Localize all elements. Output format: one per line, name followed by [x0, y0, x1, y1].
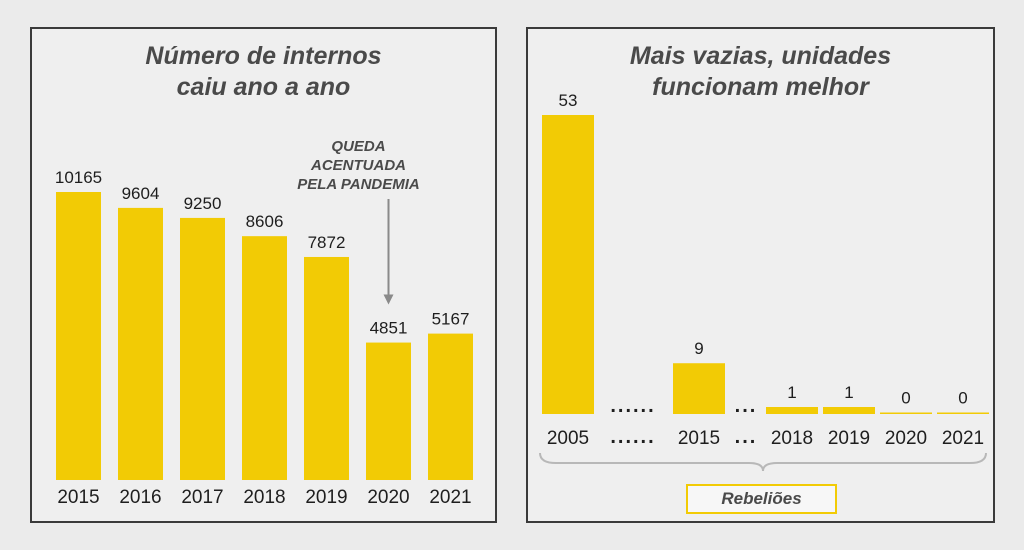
value-label-2017: 9250 [184, 194, 222, 213]
rebellions-legend-label: Rebeliões [721, 489, 802, 508]
left-chart-panel: Número de internos caiu ano a ano 10165 2… [30, 27, 497, 523]
bar-2019 [823, 407, 875, 414]
left-title-line-2: caiu ano a ano [176, 73, 351, 101]
value-label-2015: 9 [694, 339, 703, 358]
year-label-2015: 2015 [678, 428, 720, 449]
value-label-2018: 8606 [246, 212, 284, 231]
bar-2020 [880, 412, 932, 414]
left-bar-chart: 10165 2015 9604 2016 9250 2017 8606 2018 7872 201… [55, 138, 473, 508]
value-label-2019: 1 [844, 383, 853, 402]
year-label-2020: 2020 [367, 487, 409, 508]
bar-2016 [118, 207, 163, 481]
year-label-2018: 2018 [771, 428, 813, 449]
year-label-2021: 2021 [429, 487, 471, 508]
bar-2021 [428, 333, 473, 480]
year-label-2016: 2016 [119, 487, 161, 508]
value-label-2020: 0 [901, 389, 910, 408]
annotation-line-1: QUEDA [331, 138, 385, 155]
bar-2020 [366, 342, 411, 480]
right-bar-chart: 53 2005 9 2015 1 2018 1 2019 0 2020 0 2021.........… [539, 91, 989, 472]
value-label-2019: 7872 [308, 233, 346, 252]
year-label-2019: 2019 [828, 428, 870, 449]
value-label-2016: 9604 [122, 184, 160, 203]
annotation-arrow-head [383, 294, 394, 305]
bar-2019 [304, 256, 349, 480]
gap-dots-upper-2: ... [735, 395, 758, 417]
year-label-2021: 2021 [942, 428, 984, 449]
rebellions-legend-box: Rebeliões [686, 484, 837, 514]
right-title-line-1: Mais vazias, unidades [629, 42, 892, 70]
annotation-line-2: ACENTUADA [310, 157, 406, 174]
gap-dots-lower-1: ...... [610, 426, 655, 448]
annotation-line-3: PELA PANDEMIA [297, 176, 420, 193]
year-label-2015: 2015 [57, 487, 99, 508]
bar-2015 [673, 363, 725, 414]
year-label-2019: 2019 [305, 487, 347, 508]
left-chart-title: Número de internos caiu ano a ano [32, 41, 495, 103]
bar-2005 [542, 115, 594, 414]
value-label-2005: 53 [559, 91, 578, 110]
year-label-2020: 2020 [885, 428, 927, 449]
year-label-2018: 2018 [243, 487, 285, 508]
year-label-2005: 2005 [547, 428, 589, 449]
bar-2015 [56, 192, 101, 480]
right-chart-title: Mais vazias, unidades funcionam melhor [528, 41, 993, 103]
bar-2021 [937, 412, 989, 414]
right-chart-panel: Mais vazias, unidades funcionam melhor 5… [526, 27, 995, 523]
year-label-2017: 2017 [181, 487, 223, 508]
value-label-2018: 1 [787, 383, 796, 402]
value-label-2021: 5167 [432, 310, 470, 329]
value-label-2020: 4851 [370, 319, 408, 338]
bar-2017 [180, 217, 225, 480]
bar-2018 [766, 407, 818, 414]
bar-2018 [242, 236, 287, 480]
left-title-line-1: Número de internos [145, 42, 382, 70]
gap-dots-upper-1: ...... [610, 395, 655, 417]
value-label-2021: 0 [958, 389, 967, 408]
gap-dots-lower-2: ... [735, 426, 758, 448]
value-label-2015: 10165 [55, 168, 102, 187]
right-title-line-2: funcionam melhor [652, 73, 869, 101]
axis-brace [539, 452, 987, 472]
